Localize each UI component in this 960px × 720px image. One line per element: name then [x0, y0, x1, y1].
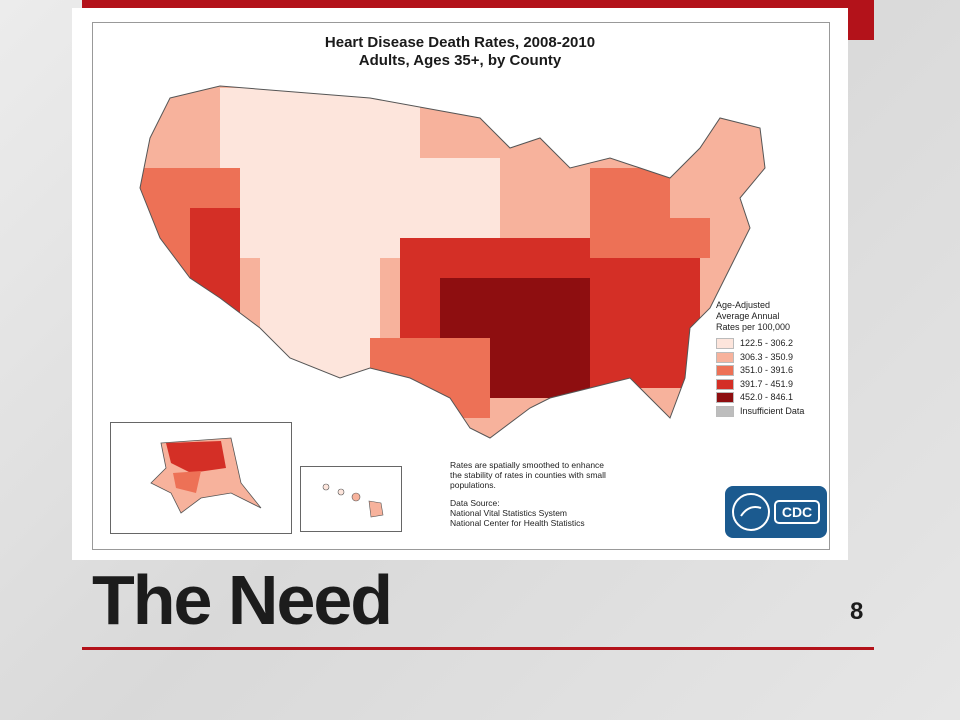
legend-swatch [716, 405, 734, 417]
hawaii-map [322, 483, 384, 518]
legend-label: 351.0 - 391.6 [740, 365, 794, 376]
map-image: Heart Disease Death Rates, 2008-2010 Adu… [72, 8, 848, 560]
map-title-line2: Adults, Ages 35+, by County [358, 52, 562, 69]
source-line: National Center for Health Statistics [450, 518, 585, 528]
legend-title-line: Rates per 100,000 [716, 322, 791, 332]
source-line: Data Source: [450, 498, 500, 508]
cdc-logo: CDC [725, 486, 827, 538]
source-line: National Vital Statistics System [450, 508, 567, 518]
legend-title: Age-Adjusted Average Annual Rates per 10… [716, 300, 834, 333]
note-line: Rates are spatially smoothed to enhance [450, 460, 605, 470]
legend-label: 452.0 - 846.1 [740, 392, 794, 403]
slide-title: The Need [92, 561, 393, 639]
top-accent-tab [848, 0, 874, 40]
map-legend: Age-Adjusted Average Annual Rates per 10… [716, 300, 834, 418]
legend-label: 122.5 - 306.2 [740, 338, 794, 349]
top-accent-bar [82, 0, 874, 8]
legend-item: 391.7 - 451.9 [716, 378, 834, 392]
note-line: the stability of rates in counties with … [450, 470, 606, 480]
map-title-line1: Heart Disease Death Rates, 2008-2010 [324, 34, 596, 51]
legend-item: 351.0 - 391.6 [716, 364, 834, 378]
alaska-map [150, 437, 262, 514]
legend-item: 306.3 - 350.9 [716, 351, 834, 365]
legend-item: 122.5 - 306.2 [716, 337, 834, 351]
cdc-logo-text: CDC [782, 504, 812, 520]
legend-swatch [716, 378, 734, 390]
legend-swatch [716, 365, 734, 377]
page-number: 8 [850, 598, 864, 625]
hawaii-inset [300, 466, 402, 532]
legend-title-line: Average Annual [716, 311, 780, 321]
legend-swatch [716, 392, 734, 404]
bottom-accent-line [82, 647, 874, 650]
map-title: Heart Disease Death Rates, 2008-2010 Adu… [72, 34, 848, 70]
legend-swatch [716, 338, 734, 350]
legend-item: 452.0 - 846.1 [716, 391, 834, 405]
alaska-inset [110, 422, 292, 534]
legend-item: Insufficient Data [716, 405, 834, 419]
legend-label: Insufficient Data [740, 405, 805, 416]
legend-title-line: Age-Adjusted [716, 300, 771, 310]
note-line: populations. [450, 480, 496, 490]
legend-swatch [716, 351, 734, 363]
legend-label: 306.3 - 350.9 [740, 351, 794, 362]
map-note: Rates are spatially smoothed to enhance … [450, 460, 670, 528]
us-county-map [139, 85, 766, 439]
legend-label: 391.7 - 451.9 [740, 378, 794, 389]
cdc-logo-graphic: CDC [732, 493, 820, 531]
